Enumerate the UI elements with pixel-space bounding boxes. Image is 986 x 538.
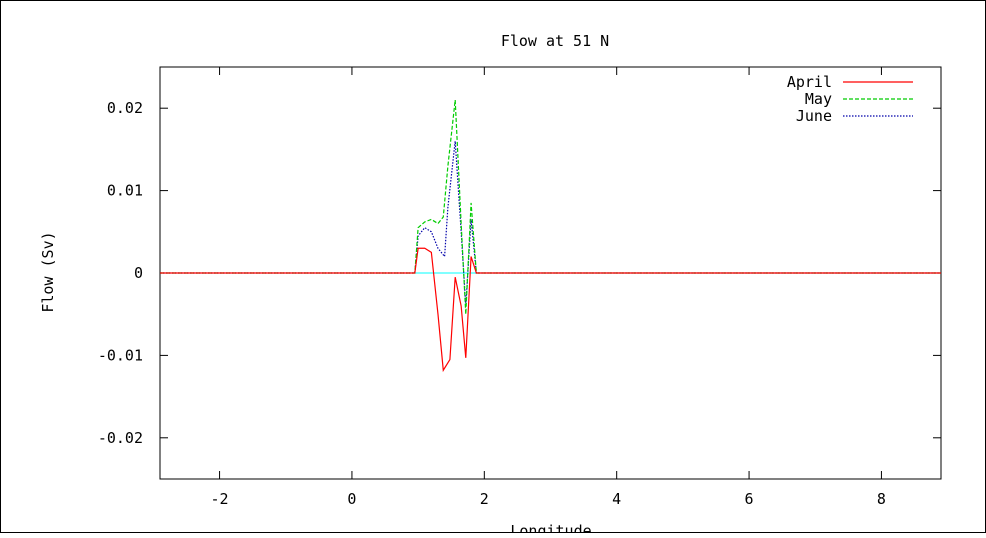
y-tick-label: 0.02 [107, 99, 143, 117]
x-tick-label: 4 [612, 490, 621, 508]
y-tick-label: 0.01 [107, 182, 143, 200]
chart-title: Flow at 51 N [501, 32, 609, 50]
y-axis-label: Flow (Sv) [39, 231, 57, 312]
x-tick-label: 6 [745, 490, 754, 508]
plot-area: -2 0 2 4 6 8 -0.02 -0.01 0 0.01 0.02 [98, 66, 942, 508]
x-tick-label: 2 [480, 490, 489, 508]
y-tick-label: -0.02 [98, 429, 143, 447]
legend-label-june: June [796, 107, 832, 125]
legend-label-april: April [787, 73, 832, 91]
y-tick-label: -0.01 [98, 346, 143, 364]
x-tick-label: 8 [877, 490, 886, 508]
legend-label-may: May [805, 90, 832, 108]
x-tick-label: 0 [347, 490, 356, 508]
series-line-june [160, 141, 941, 306]
x-tick-label: -2 [211, 490, 229, 508]
y-tick-label: 0 [134, 264, 143, 282]
series-line-may [160, 99, 941, 315]
x-axis-label: Longitude [510, 522, 591, 533]
series-line-april [160, 247, 941, 373]
